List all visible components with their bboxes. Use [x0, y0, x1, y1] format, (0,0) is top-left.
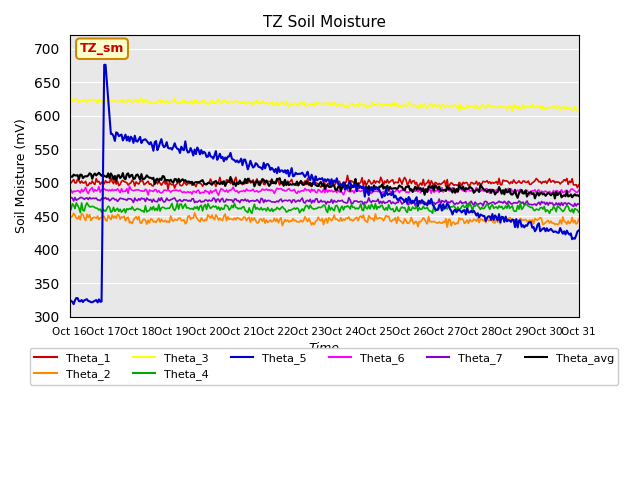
Theta_5: [100, 62, 108, 68]
Theta_3: [329, 103, 337, 108]
Theta_6: [330, 189, 338, 194]
Theta_1: [575, 181, 582, 187]
Theta_7: [66, 195, 74, 201]
Theta_3: [506, 104, 513, 110]
Theta_2: [329, 216, 337, 221]
Theta_7: [329, 200, 337, 206]
Theta_avg: [83, 174, 91, 180]
Theta_2: [444, 224, 451, 230]
Theta_avg: [430, 188, 438, 193]
Theta_3: [84, 97, 92, 103]
Line: Theta_3: Theta_3: [70, 98, 579, 111]
Theta_avg: [329, 182, 337, 188]
Theta_7: [575, 202, 582, 207]
Theta_avg: [66, 172, 74, 178]
Theta_7: [100, 196, 108, 202]
Theta_6: [573, 189, 581, 195]
Theta_5: [84, 298, 92, 304]
Theta_7: [506, 199, 513, 205]
Line: Theta_2: Theta_2: [70, 213, 579, 227]
Theta_7: [570, 204, 577, 209]
X-axis label: Time: Time: [308, 342, 340, 355]
Theta_1: [329, 181, 337, 187]
Theta_avg: [575, 193, 582, 199]
Theta_4: [100, 208, 108, 214]
Theta_1: [344, 172, 351, 178]
Legend: Theta_1, Theta_2, Theta_3, Theta_4, Theta_5, Theta_6, Theta_7, Theta_avg: Theta_1, Theta_2, Theta_3, Theta_4, Thet…: [30, 348, 618, 384]
Title: TZ Soil Moisture: TZ Soil Moisture: [263, 15, 386, 30]
Theta_2: [191, 210, 198, 216]
Theta_6: [214, 192, 222, 198]
Theta_3: [66, 98, 74, 104]
Line: Theta_5: Theta_5: [70, 65, 579, 304]
Theta_4: [573, 207, 581, 213]
Theta_2: [507, 216, 515, 222]
Y-axis label: Soil Moisture (mV): Soil Moisture (mV): [15, 119, 28, 233]
Theta_6: [66, 187, 74, 192]
Line: Theta_6: Theta_6: [70, 186, 579, 195]
Theta_1: [507, 179, 515, 185]
Theta_1: [573, 185, 581, 191]
Theta_6: [83, 189, 91, 194]
Theta_3: [430, 102, 438, 108]
Theta_1: [66, 179, 74, 185]
Theta_5: [575, 228, 582, 233]
Theta_avg: [551, 195, 559, 201]
Theta_6: [507, 186, 515, 192]
Theta_7: [84, 197, 92, 203]
Theta_7: [430, 200, 438, 205]
Theta_5: [507, 219, 515, 225]
Theta_avg: [100, 173, 108, 179]
Theta_2: [83, 212, 91, 217]
Theta_2: [430, 218, 438, 224]
Theta_5: [66, 297, 74, 302]
Line: Theta_avg: Theta_avg: [70, 173, 579, 198]
Line: Theta_4: Theta_4: [70, 203, 579, 214]
Theta_4: [84, 202, 92, 208]
Theta_7: [67, 195, 75, 201]
Theta_avg: [95, 170, 103, 176]
Theta_2: [99, 214, 107, 219]
Theta_2: [66, 216, 74, 222]
Theta_3: [100, 99, 108, 105]
Theta_6: [99, 187, 107, 192]
Theta_3: [572, 107, 580, 112]
Theta_2: [573, 220, 581, 226]
Theta_3: [67, 95, 75, 101]
Line: Theta_7: Theta_7: [70, 198, 579, 206]
Theta_1: [431, 180, 439, 185]
Theta_4: [431, 208, 439, 214]
Theta_3: [575, 108, 582, 114]
Theta_5: [102, 62, 109, 68]
Theta_4: [507, 204, 515, 210]
Theta_6: [431, 188, 439, 193]
Theta_4: [72, 200, 80, 206]
Theta_2: [575, 216, 582, 222]
Theta_5: [573, 228, 581, 234]
Theta_avg: [573, 192, 581, 198]
Theta_avg: [506, 186, 513, 192]
Theta_6: [575, 188, 582, 193]
Theta_6: [125, 183, 133, 189]
Line: Theta_1: Theta_1: [70, 175, 579, 189]
Theta_1: [99, 179, 107, 184]
Text: TZ_sm: TZ_sm: [80, 42, 124, 55]
Theta_5: [330, 178, 338, 183]
Theta_4: [66, 205, 74, 211]
Theta_7: [573, 201, 581, 207]
Theta_5: [431, 206, 439, 212]
Theta_4: [330, 208, 338, 214]
Theta_1: [83, 183, 91, 189]
Theta_4: [575, 209, 582, 215]
Theta_5: [70, 301, 77, 307]
Theta_1: [164, 186, 172, 192]
Theta_4: [248, 211, 255, 216]
